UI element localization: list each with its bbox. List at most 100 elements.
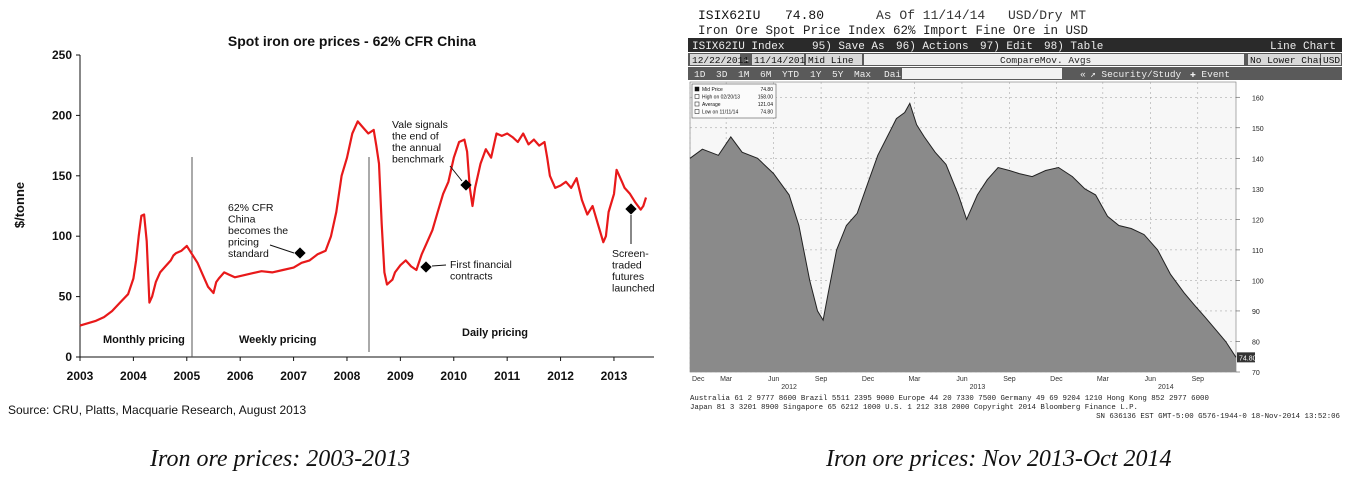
arrow-financial — [431, 264, 447, 267]
y-tick-label: 80 — [1252, 339, 1260, 346]
x-tick-label: 2003 — [67, 369, 94, 383]
y-tick-label: 160 — [1252, 95, 1264, 102]
security-study: ↗ Security/Study — [1090, 69, 1182, 80]
x-tick-label: Sep — [1192, 376, 1205, 383]
period-1y: 1Y — [810, 69, 822, 80]
right-chart-panel: ISIX62IU 74.80 As Of 11/14/14 USD/Dry MT Iro… — [680, 0, 1350, 495]
legend-label: Average — [702, 102, 721, 108]
annotations: Monthly pricing Weekly pricing Daily prici… — [103, 119, 655, 346]
menu-chart-type: Line Chart — [1270, 41, 1336, 53]
description-text: Iron Ore Spot Price Index 62% Import Fin… — [698, 24, 1088, 38]
price-text: 74.80 — [785, 8, 824, 23]
x-tick-label: Mar — [908, 376, 921, 383]
x-tick-label: Dec — [1050, 376, 1063, 383]
date-to-box — [752, 54, 804, 65]
source-note: Source: CRU, Platts, Macquarie Research,… — [8, 403, 306, 417]
event-button: ✚ Event — [1190, 69, 1230, 80]
legend-label: Low on 11/11/14 — [702, 110, 738, 116]
label-weekly-pricing: Weekly pricing — [239, 334, 316, 346]
x-tick-label: 2012 — [547, 369, 574, 383]
footer-line-2: Japan 81 3 3201 8900 Singapore 65 6212 1… — [690, 404, 1138, 412]
year-label: 2012 — [781, 384, 797, 391]
label-monthly-pricing: Monthly pricing — [103, 334, 185, 346]
y-tick-label: 140 — [1252, 156, 1264, 163]
legend-value: 74.80 — [760, 110, 773, 116]
nav-arrows: « — [1080, 69, 1086, 80]
period-1m: 1M — [738, 69, 750, 80]
period-max: Max — [854, 69, 871, 80]
arrow-vale — [449, 165, 463, 182]
bloomberg-terminal-chart: ISIX62IU 74.80 As Of 11/14/14 USD/Dry MTIro… — [688, 8, 1342, 421]
price-line — [79, 120, 648, 327]
legend-value: 158.00 — [758, 95, 774, 101]
label-daily-pricing: Daily pricing — [462, 327, 528, 339]
chart-title: Spot iron ore prices - 62% CFR China — [228, 33, 476, 49]
x-tick-label: Dec — [692, 376, 705, 383]
x-tick-label: 2007 — [280, 369, 307, 383]
y-tick-label: 100 — [52, 229, 72, 243]
marker-futures — [625, 203, 637, 215]
units-text: USD/Dry MT — [1008, 8, 1086, 23]
blank-field — [902, 68, 1062, 79]
date-to: 11/14/2014 — [754, 55, 811, 66]
y-tick-label: 200 — [52, 108, 72, 122]
x-tick-label: Sep — [815, 376, 828, 383]
legend-marker — [694, 86, 700, 92]
legend-marker — [694, 101, 700, 107]
x-tick-label: 2006 — [227, 369, 254, 383]
asof-text: As Of 11/14/14 — [876, 8, 985, 23]
x-tick-label: Jun — [768, 376, 779, 383]
compare-box — [864, 54, 1244, 65]
y-axis-label: $/tonne — [12, 182, 27, 228]
date-from: 12/22/2011 — [692, 55, 749, 66]
legend-box — [691, 83, 777, 119]
x-tick-label: Mar — [720, 376, 733, 383]
period-5y: 5Y — [832, 69, 844, 80]
arrow-cfr — [269, 244, 295, 254]
y-tick-label: 250 — [52, 48, 72, 62]
midline-box — [806, 54, 862, 65]
x-tick-label: Dec — [862, 376, 875, 383]
legend-label: High on 02/20/13 — [702, 95, 740, 101]
footer-line-1: Australia 61 2 9777 8600 Brazil 5511 239… — [690, 395, 1209, 403]
x-tick-label: Jun — [956, 376, 967, 383]
y-tick-label: 150 — [52, 169, 72, 183]
menu-item: 95) Save As — [812, 41, 885, 53]
menu-item: 96) Actions — [896, 41, 969, 53]
left-chart-panel: Spot iron ore prices - 62% CFR China $/t… — [0, 0, 672, 495]
legend-value: 74.80 — [760, 87, 773, 93]
note-vale: Vale signals the end of the annual benchmar… — [392, 119, 448, 166]
chart-area: Dec Mar Jun Sep Dec Mar Jun Sep Dec Mar Jun Sep 2012… — [689, 81, 1264, 391]
menu-item: 97) Edit — [980, 41, 1033, 53]
price-series — [79, 120, 648, 327]
date-dash: - — [744, 55, 750, 66]
pricing-dividers — [191, 157, 370, 357]
footer-line-3: SN 636136 EST GMT-5:00 G576-1944-0 18-No… — [1096, 413, 1340, 421]
x-tick-label: 2004 — [120, 369, 147, 383]
x-tick-label: 2005 — [173, 369, 200, 383]
legend-value: 121.04 — [758, 102, 774, 108]
year-label: 2013 — [970, 384, 986, 391]
marker-financial — [420, 261, 432, 273]
caption-left: Iron ore prices: 2003-2013 — [150, 446, 411, 472]
nolower-box — [1248, 54, 1320, 65]
legend-marker — [694, 94, 700, 99]
marker-cfr — [294, 247, 306, 259]
no-lower-chart: No Lower Char — [1250, 55, 1324, 66]
y-tick-label: 110 — [1252, 248, 1263, 255]
axes: 0 50 100 150 200 250 2003 2004 2005 2006 2007 2008 2… — [52, 48, 654, 383]
y-tick-label: 50 — [59, 290, 73, 304]
x-tick-label: Sep — [1003, 376, 1016, 383]
x-tick-label: Jun — [1145, 376, 1156, 383]
period-6m: 6M — [760, 69, 772, 80]
price-area — [690, 103, 1236, 373]
x-tick-label: 2010 — [440, 369, 467, 383]
menu-item: 98) Table — [1044, 41, 1103, 53]
y-tick-label: 130 — [1252, 187, 1264, 194]
terminal-header: ISIX62IU 74.80 As Of 11/14/14 USD/Dry MTIro… — [698, 8, 1088, 38]
y-tick-label: 120 — [1252, 217, 1264, 224]
x-tick-label: 2008 — [334, 369, 361, 383]
date-from-box — [690, 54, 740, 65]
legend-label: Mid Price — [702, 87, 723, 93]
last-value-text: 74.80 — [1239, 355, 1257, 362]
